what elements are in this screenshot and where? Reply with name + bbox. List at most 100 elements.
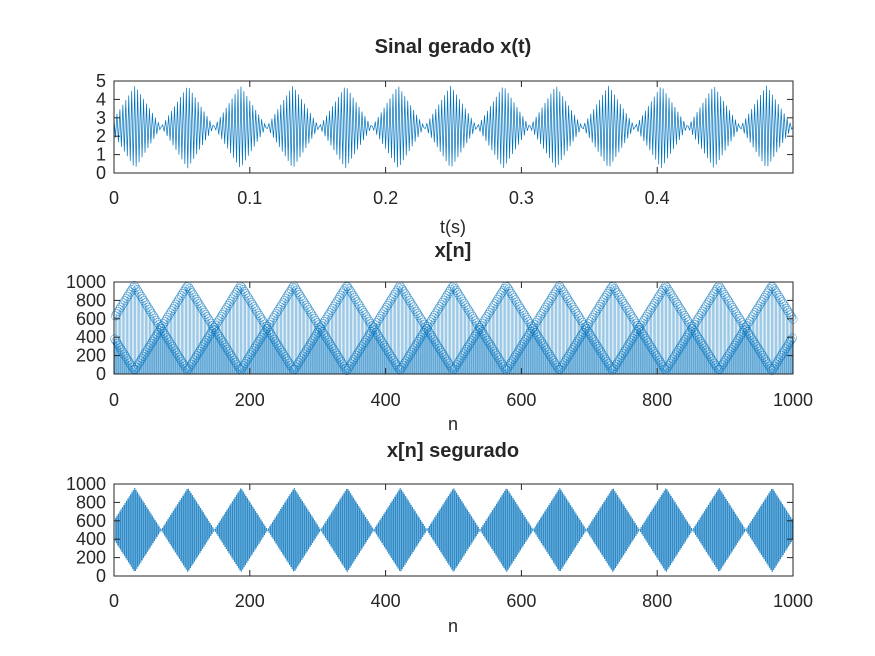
- stem-marker: [783, 339, 793, 349]
- stem-marker: [756, 348, 766, 358]
- stem-marker: [247, 348, 257, 358]
- stem-marker: [510, 295, 520, 305]
- stem-marker: [241, 356, 251, 366]
- stem-marker: [284, 289, 293, 299]
- stem-marker: [546, 294, 556, 303]
- stem-marker: [384, 298, 394, 308]
- stem-marker: [563, 294, 573, 303]
- stem-marker: [466, 338, 475, 348]
- stem-marker: [709, 289, 719, 299]
- stem-marker: [653, 353, 663, 363]
- stem-marker: [781, 303, 791, 313]
- stem-marker: [277, 300, 287, 310]
- stem-marker: [389, 290, 399, 299]
- stem-marker: [437, 348, 447, 358]
- stem-marker: [385, 349, 395, 359]
- stem-marker: [144, 304, 154, 314]
- stem-marker: [582, 324, 592, 334]
- stem-marker: [482, 312, 492, 322]
- stem-marker: [176, 291, 186, 300]
- stem-marker: [310, 332, 320, 342]
- stem-marker: [652, 294, 662, 304]
- stem-marker: [467, 336, 477, 346]
- stem-marker: [304, 305, 314, 315]
- stem-marker: [731, 338, 741, 348]
- stem-marker: [781, 344, 790, 354]
- stem-marker: [390, 358, 400, 368]
- stem-marker: [389, 356, 399, 365]
- stem-marker: [734, 313, 744, 323]
- stem-marker: [383, 347, 393, 357]
- stem-marker: [755, 299, 765, 309]
- stem-marker: [275, 302, 285, 312]
- stem-marker: [624, 307, 634, 317]
- stem-marker: [520, 310, 530, 320]
- stem-marker: [159, 328, 169, 338]
- stem-marker: [492, 351, 502, 361]
- stem-marker: [595, 301, 604, 311]
- y-tick-label: 0: [96, 364, 106, 384]
- stem-marker: [536, 336, 546, 346]
- stem-marker: [171, 299, 181, 309]
- stem-marker: [201, 335, 211, 345]
- stem-marker: [647, 344, 657, 354]
- stem-marker: [641, 312, 651, 321]
- stem-marker: [157, 324, 166, 334]
- stem-marker: [222, 344, 232, 354]
- stem-marker: [685, 319, 695, 329]
- stem-marker: [689, 326, 699, 336]
- stem-marker: [674, 302, 684, 312]
- stem-marker: [441, 354, 451, 364]
- stem-marker: [185, 361, 195, 371]
- stem-marker: [676, 341, 686, 351]
- y-tick-label: 1000: [66, 474, 106, 494]
- stem-marker: [146, 307, 156, 317]
- stem-marker: [599, 352, 609, 362]
- stem-marker: [197, 303, 207, 313]
- y-tick-label: 800: [76, 290, 106, 310]
- stem-marker: [387, 353, 397, 363]
- stem-marker: [237, 282, 247, 292]
- stem-marker: [229, 292, 238, 302]
- stem-marker: [783, 306, 793, 315]
- y-tick-label: 800: [76, 492, 106, 512]
- stem-marker: [135, 289, 145, 299]
- stem-marker: [323, 335, 333, 345]
- stem-marker: [706, 293, 716, 303]
- stem-marker: [622, 303, 632, 313]
- stem-marker: [150, 313, 160, 323]
- stem-marker: [255, 335, 265, 344]
- stem-marker: [512, 297, 522, 307]
- stem-marker: [292, 360, 302, 370]
- stem-marker: [730, 307, 740, 317]
- stem-marker: [470, 331, 479, 341]
- stem-marker: [786, 335, 796, 345]
- stem-marker: [673, 300, 683, 309]
- stem-marker: [542, 300, 552, 310]
- stem-marker: [743, 326, 752, 336]
- stem-marker: [584, 319, 594, 329]
- stem-marker: [297, 294, 307, 304]
- held-signal-line: [114, 487, 794, 573]
- subplot-2-axes-box: [113, 281, 794, 375]
- stem-marker: [360, 337, 370, 347]
- stem-marker: [483, 335, 492, 345]
- stem-marker: [723, 351, 733, 361]
- stem-marker: [627, 312, 637, 322]
- stem-marker: [774, 292, 784, 302]
- x-tick-label: 0.4: [645, 188, 670, 208]
- stem-marker: [521, 312, 531, 322]
- stem-marker: [332, 297, 342, 307]
- stem-marker: [531, 328, 541, 337]
- stem-marker: [670, 295, 680, 305]
- stem-marker: [425, 328, 435, 338]
- stem-marker: [452, 360, 462, 369]
- subplot-1-axes-box: [113, 80, 794, 174]
- stem-marker: [180, 284, 190, 294]
- stem-marker: [662, 363, 672, 373]
- stem-marker: [217, 336, 227, 346]
- stem-marker: [131, 362, 141, 372]
- stem-marker: [538, 307, 548, 317]
- stem-marker: [455, 292, 465, 302]
- stem-marker: [303, 342, 313, 352]
